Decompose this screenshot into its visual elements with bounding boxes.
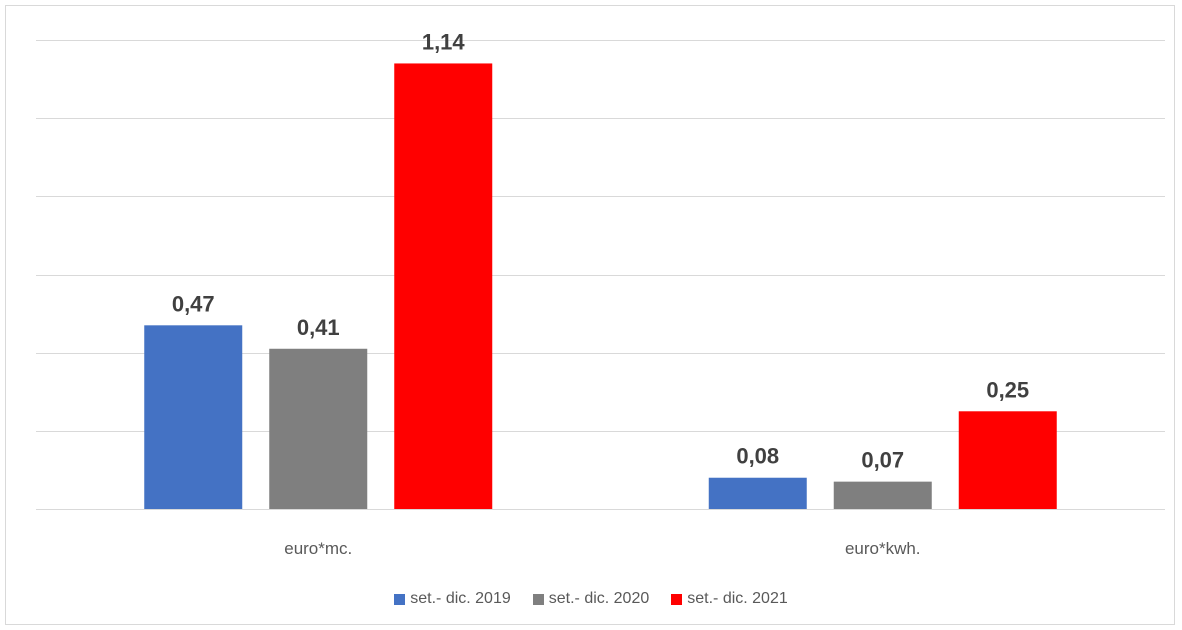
chart-frame: [5, 5, 1175, 625]
legend-swatch: [394, 593, 406, 605]
data-label: 0,25: [986, 377, 1029, 402]
bar: [958, 411, 1057, 509]
legend-item-2020: set.- dic. 2020: [532, 590, 650, 608]
category-label: euro*mc.: [284, 539, 352, 558]
legend-label: set.- dic. 2019: [410, 590, 511, 607]
data-label: 0,41: [297, 315, 340, 340]
legend-swatch: [671, 593, 683, 605]
legend-label: set.- dic. 2021: [687, 590, 788, 607]
data-label: 0,47: [172, 291, 215, 316]
legend-swatch: [532, 593, 544, 605]
category-labels: euro*mc. euro*kwh.: [284, 539, 920, 558]
legend-item-2019: set.- dic. 2019: [394, 590, 511, 608]
bar: [144, 325, 243, 509]
legend: set.- dic. 2019 set.- dic. 2020 set.- di…: [0, 590, 1182, 608]
data-labels: 0,47 0,41 1,14 0,08 0,07 0,25: [172, 29, 1029, 472]
data-label: 0,07: [861, 448, 904, 473]
bar: [394, 63, 493, 509]
bar: [708, 477, 807, 509]
bar: [269, 348, 368, 509]
legend-item-2021: set.- dic. 2021: [671, 590, 788, 608]
bars: [144, 63, 1057, 509]
category-label: euro*kwh.: [845, 539, 921, 558]
legend-label: set.- dic. 2020: [548, 590, 650, 607]
bar: [833, 481, 932, 509]
data-label: 0,08: [736, 444, 779, 469]
data-label: 1,14: [422, 29, 466, 54]
